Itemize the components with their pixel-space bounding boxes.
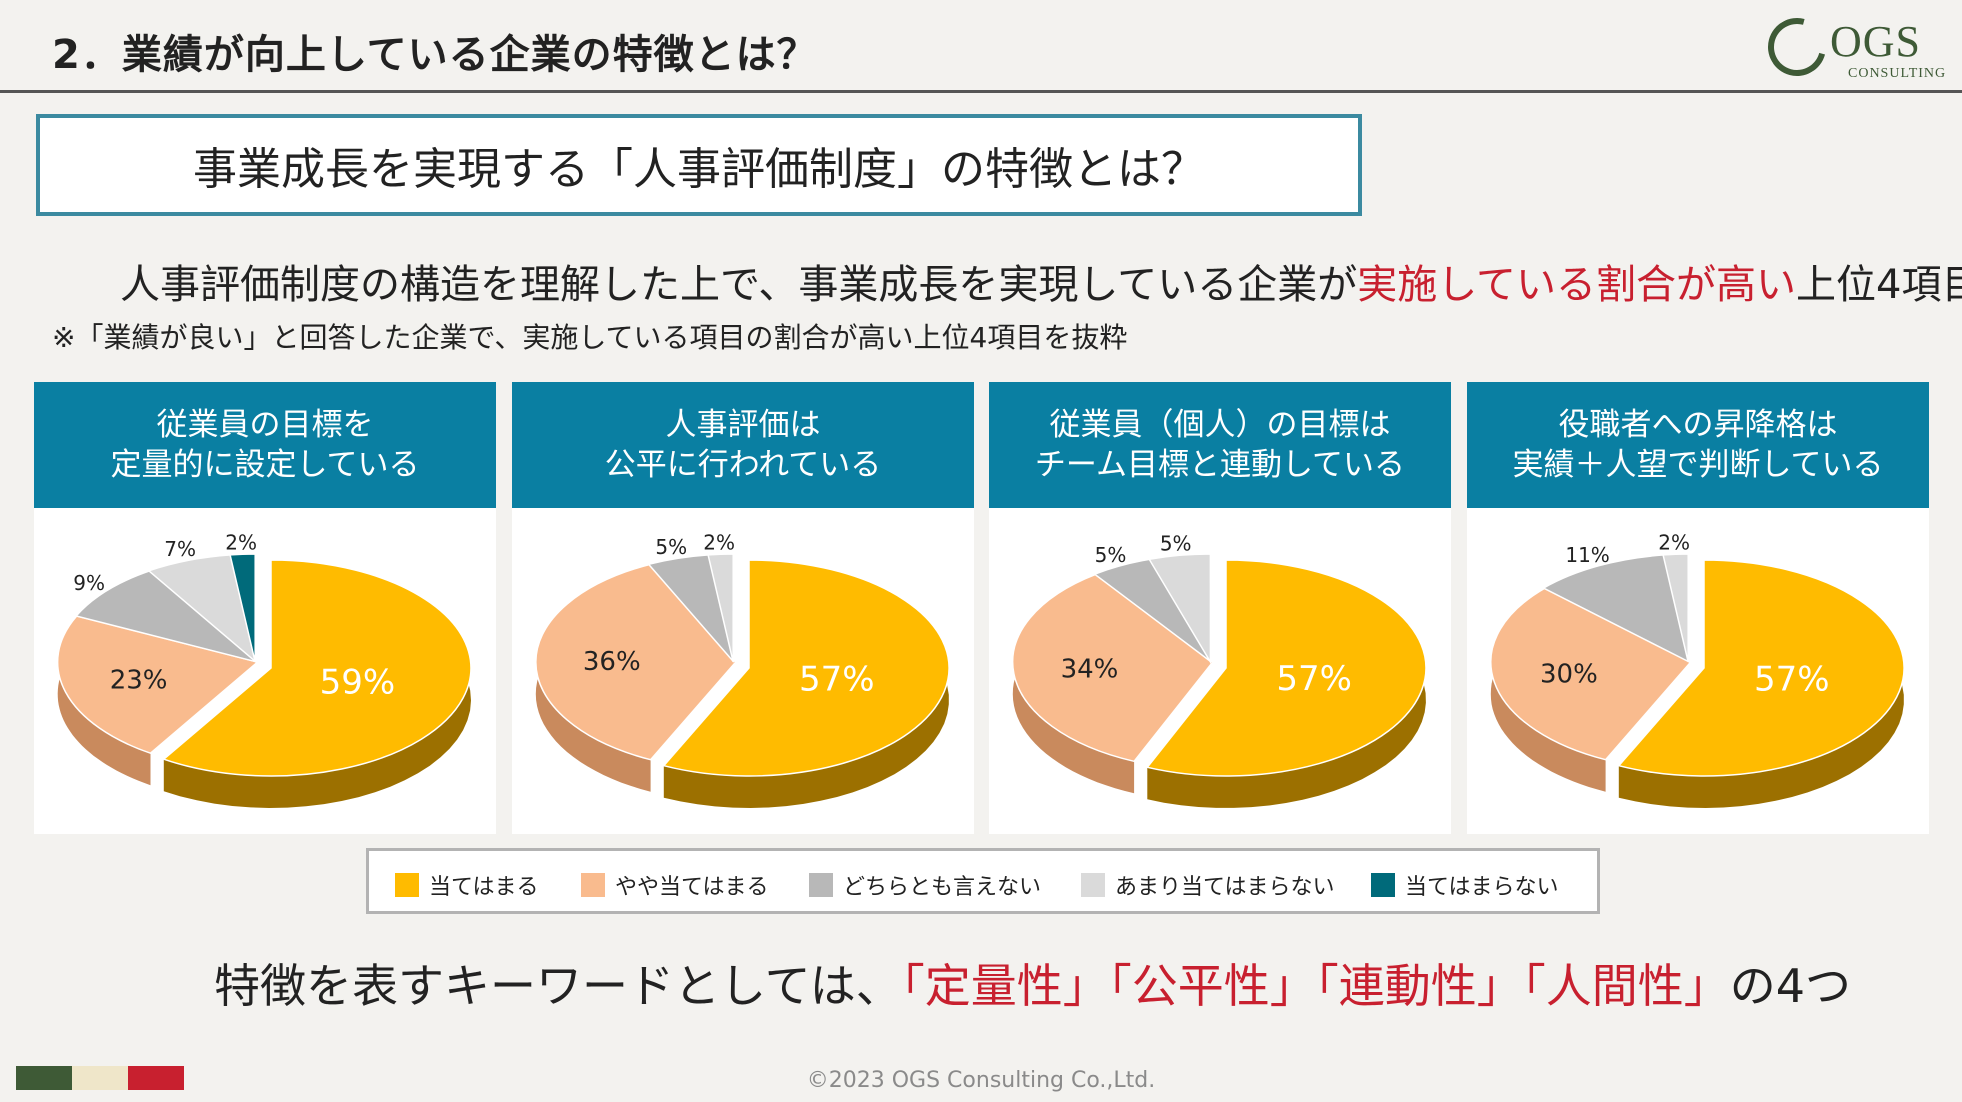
- panel-title-line: 従業員（個人）の目標は: [1049, 407, 1391, 443]
- pie-slice: [229, 553, 256, 663]
- legend-swatch: [581, 873, 605, 897]
- footer-color-block-green: [16, 1066, 72, 1090]
- legend-swatch: [809, 873, 833, 897]
- company-logo: OGS CONSULTING: [1757, 7, 1952, 87]
- pie-slice-side: [163, 560, 472, 808]
- panel-header-4: 役職者への昇降格は 実績＋人望で判断している: [1467, 382, 1929, 508]
- panel-header-1: 従業員の目標を 定量的に設定している: [34, 382, 496, 508]
- panel-title-line: 公平に行われている: [604, 447, 882, 483]
- panel-title-line: チーム目標と連動している: [1034, 447, 1406, 483]
- legend-item: やや当てはまる: [581, 869, 769, 901]
- pie-slice-side: [57, 616, 151, 786]
- pie-data-label: 34%: [1061, 654, 1119, 684]
- header-rule: [0, 90, 1962, 93]
- pie-data-label: 5%: [655, 535, 687, 559]
- legend-swatch: [395, 873, 419, 897]
- panel-title-line: 実績＋人望で判断している: [1512, 447, 1884, 483]
- legend-label: 当てはまらない: [1405, 875, 1559, 900]
- slide-title: 2．業績が向上している企業の特徴とは？: [52, 32, 818, 78]
- legend-label: 当てはまる: [429, 875, 539, 900]
- pie-data-label: 5%: [1160, 532, 1192, 556]
- lead-text-highlight: 実施している割合が高い: [1357, 262, 1797, 308]
- legend-swatch: [1371, 873, 1395, 897]
- legend-swatch: [1081, 873, 1105, 897]
- pie-slice-side: [663, 560, 949, 808]
- logo-subtext: CONSULTING: [1848, 66, 1947, 81]
- pie-slice: [56, 615, 260, 755]
- pie-slice: [1662, 553, 1689, 663]
- legend-label: あまり当てはまらない: [1115, 875, 1335, 900]
- pie-data-label: 2%: [703, 530, 735, 554]
- pie-data-label: 30%: [1540, 660, 1598, 690]
- pie-data-label: 7%: [164, 537, 196, 561]
- logo-ring-icon: [1757, 7, 1837, 87]
- pie-slice: [1490, 587, 1692, 761]
- panel-title-line: 役職者への昇降格は: [1558, 407, 1838, 443]
- legend-item: あまり当てはまらない: [1081, 869, 1335, 901]
- pie-slice: [162, 559, 472, 777]
- footer-color-block-cream: [72, 1066, 128, 1090]
- pie-data-label: 5%: [1095, 543, 1127, 567]
- pie-data-label: 36%: [583, 647, 641, 677]
- logo-text: OGS: [1830, 17, 1922, 66]
- panel-title-line: 従業員の目標を: [156, 407, 374, 443]
- conclusion-keywords: 「定量性」「公平性」「連動性」「人間性」: [901, 959, 1730, 1013]
- legend-item: どちらとも言えない: [809, 869, 1041, 901]
- pie-data-label: 57%: [1276, 659, 1352, 699]
- pie-slice: [1617, 559, 1905, 777]
- lead-text-after: 上位4項目: [1796, 262, 1962, 308]
- pie-data-label: 9%: [73, 571, 105, 595]
- section-heading-box: 事業成長を実現する「人事評価制度」の特徴とは？: [36, 114, 1362, 216]
- legend-label: やや当てはまる: [615, 875, 769, 900]
- pie-chart-1: 59% 23% 9% 7% 2%: [56, 530, 472, 808]
- pie-data-label: 59%: [320, 663, 396, 703]
- pie-panel-3: 57% 34% 5% 5%: [989, 508, 1451, 834]
- panel-header-3: 従業員（個人）の目標は チーム目標と連動している: [989, 382, 1451, 508]
- panel-title-line: 定量的に設定している: [110, 447, 420, 483]
- pie-slice-side: [1147, 560, 1426, 808]
- pie-chart-2: 57% 36% 5% 2%: [535, 530, 950, 808]
- copyright: ©2023 OGS Consulting Co.,Ltd.: [806, 1068, 1156, 1093]
- pie-slice: [535, 563, 737, 761]
- pie-slice-side: [1490, 588, 1606, 792]
- pie-data-label: 57%: [799, 660, 875, 700]
- conclusion-before: 特徴を表すキーワードとしては、: [214, 959, 902, 1013]
- pie-chart-3: 57% 34% 5% 5%: [1011, 532, 1427, 808]
- pie-slice: [1147, 553, 1212, 665]
- pie-slice: [1011, 573, 1214, 763]
- pie-slice: [662, 559, 950, 777]
- pie-data-label: 2%: [225, 530, 257, 554]
- panel-title-line: 人事評価は: [665, 407, 821, 443]
- pie-data-label: 11%: [1565, 543, 1609, 567]
- legend-item: 当てはまる: [395, 869, 539, 901]
- footer-color-block-red: [128, 1066, 184, 1090]
- pie-panel-4: 57% 30% 11% 2%: [1467, 508, 1929, 834]
- pie-panel-1: 59% 23% 9% 7% 2%: [34, 508, 496, 834]
- conclusion-after: の4つ: [1729, 959, 1851, 1013]
- pie-slice: [1541, 554, 1691, 664]
- legend-label: どちらとも言えない: [843, 875, 1042, 900]
- lead-text: 人事評価制度の構造を理解した上で、事業成長を実現している企業が実施している割合が…: [120, 252, 1962, 310]
- pie-panel-2: 57% 36% 5% 2%: [512, 508, 974, 834]
- panel-header-2: 人事評価は 公平に行われている: [512, 382, 974, 508]
- pie-data-label: 23%: [110, 666, 168, 696]
- pie-slice: [74, 569, 258, 663]
- pie-slice: [1145, 559, 1427, 777]
- pie-data-label: 2%: [1658, 530, 1690, 554]
- lead-text-before: 人事評価制度の構造を理解した上で、事業成長を実現している企業が: [120, 262, 1358, 308]
- chart-legend: 当てはまる やや当てはまる どちらとも言えない あまり当てはまらない 当てはまら…: [366, 848, 1600, 914]
- legend-item: 当てはまらない: [1371, 869, 1559, 901]
- pie-chart-4: 57% 30% 11% 2%: [1490, 530, 1905, 808]
- pie-data-label: 57%: [1754, 660, 1830, 700]
- pie-slice: [707, 553, 734, 663]
- pie-slice-side: [1618, 560, 1904, 808]
- conclusion-text: 特徴を表すキーワードとしては、「定量性」「公平性」「連動性」「人間性」の4つ: [214, 950, 1851, 1016]
- footnote: ※「業績が良い」と回答した企業で、実施している項目の割合が高い上位4項目を抜粋: [52, 321, 1128, 354]
